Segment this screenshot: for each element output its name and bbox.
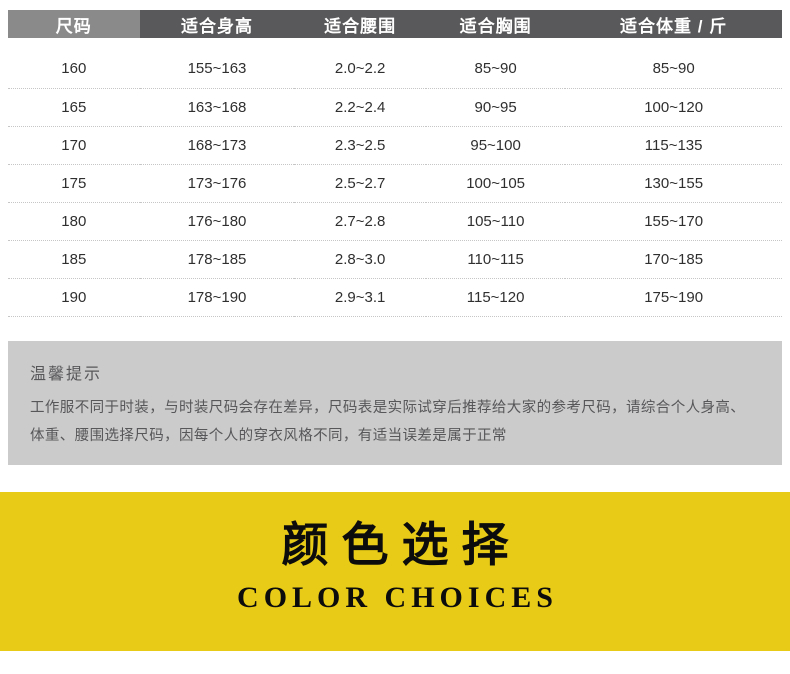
size-table-cell: 100~105	[425, 164, 566, 203]
color-choices-banner: 颜色选择 COLOR CHOICES	[0, 491, 790, 651]
size-table-header-cell: 适合身高	[139, 10, 295, 38]
size-table-cell: 170~185	[565, 240, 782, 279]
size-table-header-cell: 适合腰围	[294, 10, 426, 38]
size-table-header-cell: 适合胸围	[425, 10, 566, 38]
size-table-cell: 115~120	[425, 278, 566, 317]
size-table-cell: 155~163	[139, 38, 295, 89]
size-table-cell: 175	[8, 164, 140, 203]
size-table-cell: 2.9~3.1	[294, 278, 426, 317]
size-table-row: 185 178~185 2.8~3.0 110~115 170~185	[8, 240, 782, 279]
size-table-cell: 95~100	[425, 126, 566, 165]
size-table-cell: 180	[8, 202, 140, 241]
size-table-header-cell: 适合体重 / 斤	[565, 10, 782, 38]
tips-text: 工作服不同于时装，与时装尺码会存在差异，尺码表是实际试穿后推荐给大家的参考尺码，…	[30, 399, 746, 444]
size-table-cell: 176~180	[139, 202, 295, 241]
size-table-cell: 170	[8, 126, 140, 165]
size-table-cell: 85~90	[565, 38, 782, 89]
size-table-row: 170 168~173 2.3~2.5 95~100 115~135	[8, 126, 782, 165]
size-table-cell: 2.5~2.7	[294, 164, 426, 203]
size-table-cell: 178~190	[139, 278, 295, 317]
size-table-cell: 168~173	[139, 126, 295, 165]
size-table-cell: 155~170	[565, 202, 782, 241]
size-table-header-row: 尺码 适合身高 适合腰围 适合胸围 适合体重 / 斤	[8, 10, 782, 38]
product-detail-page: 尺码 适合身高 适合腰围 适合胸围 适合体重 / 斤 160 155~163 2.0~2.2…	[0, 10, 790, 674]
size-table: 尺码 适合身高 适合腰围 适合胸围 适合体重 / 斤 160 155~163 2.0~2.2…	[8, 10, 782, 317]
size-table-cell: 2.8~3.0	[294, 240, 426, 279]
size-table-cell: 90~95	[425, 88, 566, 127]
size-table-header: 尺码 适合身高 适合腰围 适合胸围 适合体重 / 斤	[8, 10, 782, 38]
size-table-cell: 2.7~2.8	[294, 202, 426, 241]
banner-title-cn: 颜色选择	[281, 517, 522, 571]
size-table-cell: 85~90	[425, 38, 566, 89]
size-table-cell: 2.0~2.2	[294, 38, 426, 89]
size-table-cell: 2.2~2.4	[294, 88, 426, 127]
size-table-row: 180 176~180 2.7~2.8 105~110 155~170	[8, 202, 782, 241]
size-table-row: 175 173~176 2.5~2.7 100~105 130~155	[8, 164, 782, 203]
size-table-row: 165 163~168 2.2~2.4 90~95 100~120	[8, 88, 782, 127]
size-table-cell: 110~115	[425, 240, 566, 279]
size-table-cell: 100~120	[565, 88, 782, 127]
size-table-row: 190 178~190 2.9~3.1 115~120 175~190	[8, 278, 782, 317]
size-table-cell: 160	[8, 38, 140, 89]
size-table-cell: 163~168	[139, 88, 295, 127]
banner-title-en: COLOR CHOICES	[237, 580, 558, 614]
size-table-cell: 2.3~2.5	[294, 126, 426, 165]
size-table-cell: 130~155	[565, 164, 782, 203]
size-table-cell: 165	[8, 88, 140, 127]
size-table-cell: 173~176	[139, 164, 295, 203]
size-table-section: 尺码 适合身高 适合腰围 适合胸围 适合体重 / 斤 160 155~163 2.0~2.2…	[8, 10, 782, 317]
size-table-body: 160 155~163 2.0~2.2 85~90 85~90 165 163~168 2.2…	[8, 38, 782, 317]
size-table-header-cell: 尺码	[8, 10, 140, 38]
size-table-cell: 105~110	[425, 202, 566, 241]
size-table-row: 160 155~163 2.0~2.2 85~90 85~90	[8, 38, 782, 89]
tips-title: 温馨提示	[30, 365, 103, 383]
size-table-cell: 175~190	[565, 278, 782, 317]
size-table-cell: 190	[8, 278, 140, 317]
tips-box: 温馨提示 工作服不同于时装，与时装尺码会存在差异，尺码表是实际试穿后推荐给大家的…	[8, 340, 782, 465]
size-table-cell: 178~185	[139, 240, 295, 279]
size-table-cell: 185	[8, 240, 140, 279]
size-table-cell: 115~135	[565, 126, 782, 165]
